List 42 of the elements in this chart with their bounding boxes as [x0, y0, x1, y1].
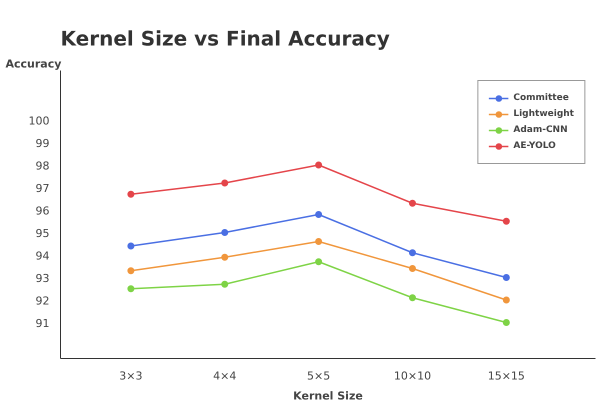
point: [408, 294, 416, 302]
point: [502, 319, 510, 326]
point: [408, 265, 416, 272]
y-axis-title: Accuracy: [6, 58, 62, 70]
point: [502, 274, 510, 281]
legend-label: AE-YOLO: [513, 140, 556, 153]
y-tick-label: 99: [36, 137, 50, 150]
point: [502, 296, 510, 304]
chart-title: Kernel Size vs Final Accuracy: [60, 26, 390, 50]
x-tick-label: 4×4: [213, 370, 236, 382]
y-tick-label: 97: [36, 182, 50, 195]
point: [315, 238, 322, 245]
point: [221, 280, 228, 288]
y-tick-label: 100: [28, 114, 50, 128]
x-tick-label: 15×15: [488, 370, 525, 382]
x-tick-label: 10×10: [394, 370, 432, 382]
point: [221, 180, 228, 186]
y-tick-label: 91: [36, 317, 50, 330]
point: [315, 258, 322, 266]
x-tick-label: 5×5: [307, 370, 330, 382]
point: [408, 200, 416, 207]
y-tick-label: 98: [36, 160, 50, 172]
y-tick-label: 92: [36, 294, 50, 308]
point: [315, 211, 322, 218]
x-tick-label: 3×3: [119, 370, 143, 382]
point: [127, 190, 134, 198]
point: [315, 162, 322, 168]
legend-label: Lightweight: [513, 108, 574, 121]
legend-label: Adam-CNN: [513, 124, 568, 137]
legend-label: Committee: [513, 92, 569, 105]
point: [221, 229, 228, 236]
point: [127, 242, 134, 250]
point: [127, 267, 134, 274]
point: [408, 249, 416, 256]
x-axis-title: Kernel Size: [293, 390, 363, 402]
point: [221, 254, 228, 261]
y-tick-label: 94: [36, 250, 50, 262]
y-tick-label: 96: [36, 204, 50, 218]
y-tick-label: 95: [36, 227, 50, 240]
point: [127, 285, 134, 292]
point: [502, 218, 510, 225]
y-tick-label: 93: [36, 272, 50, 285]
